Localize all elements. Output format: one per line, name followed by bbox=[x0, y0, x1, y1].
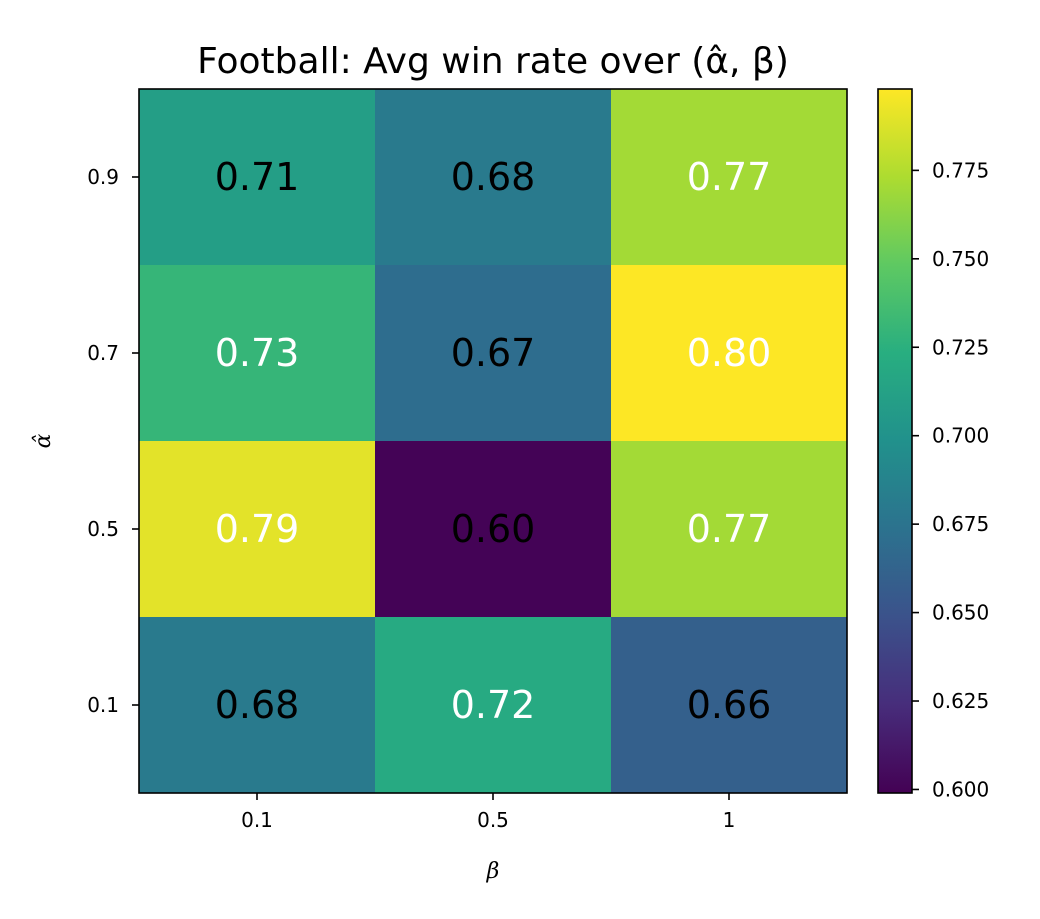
heatmap-cell-r3-c0 bbox=[139, 617, 376, 794]
heatmap-cell-r0-c1 bbox=[375, 89, 612, 266]
cell-value-label: 0.77 bbox=[687, 507, 772, 551]
cell-value-label: 0.71 bbox=[215, 155, 300, 199]
heatmap-cell-r1-c0 bbox=[139, 265, 376, 442]
x-tick-label: 1 bbox=[723, 808, 736, 832]
cell-value-label: 0.66 bbox=[687, 683, 772, 727]
heatmap-cell-r3-c2 bbox=[611, 617, 848, 794]
cell-value-label: 0.73 bbox=[215, 331, 300, 375]
heatmap-cell-r0-c0 bbox=[139, 89, 376, 266]
colorbar-tick-label: 0.675 bbox=[932, 512, 989, 536]
colorbar-tick-label: 0.625 bbox=[932, 689, 989, 713]
heatmap-cell-r1-c1 bbox=[375, 265, 612, 442]
colorbar-tick-label: 0.750 bbox=[932, 247, 989, 271]
cell-value-label: 0.68 bbox=[215, 683, 300, 727]
y-tick-label: 0.5 bbox=[87, 517, 119, 541]
heatmap-cell-r1-c2 bbox=[611, 265, 848, 442]
cell-value-label: 0.60 bbox=[451, 507, 536, 551]
x-axis-ticks: 0.1 0.5 1 bbox=[241, 793, 735, 832]
x-axis-label: β bbox=[486, 859, 500, 884]
cell-value-label: 0.80 bbox=[687, 331, 772, 375]
cell-value-label: 0.77 bbox=[687, 155, 772, 199]
heatmap-cell-r3-c1 bbox=[375, 617, 612, 794]
heatmap-cell-r2-c1 bbox=[375, 441, 612, 618]
cell-value-label: 0.72 bbox=[451, 683, 536, 727]
heatmap-cell-r2-c0 bbox=[139, 441, 376, 618]
colorbar-tick-label: 0.600 bbox=[932, 777, 989, 801]
colorbar-tick-label: 0.725 bbox=[932, 335, 989, 359]
cell-value-label: 0.79 bbox=[215, 507, 300, 551]
chart-title: Football: Avg win rate over (α̂, β) bbox=[197, 41, 789, 82]
cell-value-label: 0.67 bbox=[451, 331, 536, 375]
colorbar bbox=[877, 88, 913, 794]
y-tick-label: 0.1 bbox=[87, 693, 119, 717]
x-tick-label: 0.5 bbox=[477, 808, 509, 832]
colorbar-ticks: 0.600 0.625 0.650 0.675 0.700 0.725 0.750 0.775 bbox=[912, 158, 989, 801]
y-tick-label: 0.9 bbox=[87, 165, 119, 189]
colorbar-tick-label: 0.775 bbox=[932, 158, 989, 182]
heatmap-cell-r0-c2 bbox=[611, 89, 848, 266]
heatmap-cell-r2-c2 bbox=[611, 441, 848, 618]
y-axis-ticks: 0.9 0.7 0.5 0.1 bbox=[87, 165, 139, 717]
y-axis-label: α̂ bbox=[31, 433, 56, 448]
x-tick-label: 0.1 bbox=[241, 808, 273, 832]
colorbar-tick-label: 0.650 bbox=[932, 601, 989, 625]
y-tick-label: 0.7 bbox=[87, 341, 119, 365]
colorbar-tick-label: 0.700 bbox=[932, 424, 989, 448]
cell-value-label: 0.68 bbox=[451, 155, 536, 199]
heatmap-cells bbox=[139, 89, 848, 794]
heatmap-value-labels: 0.71 0.68 0.77 0.73 0.67 0.80 0.79 0.60 0.77 0.68… bbox=[215, 155, 772, 727]
